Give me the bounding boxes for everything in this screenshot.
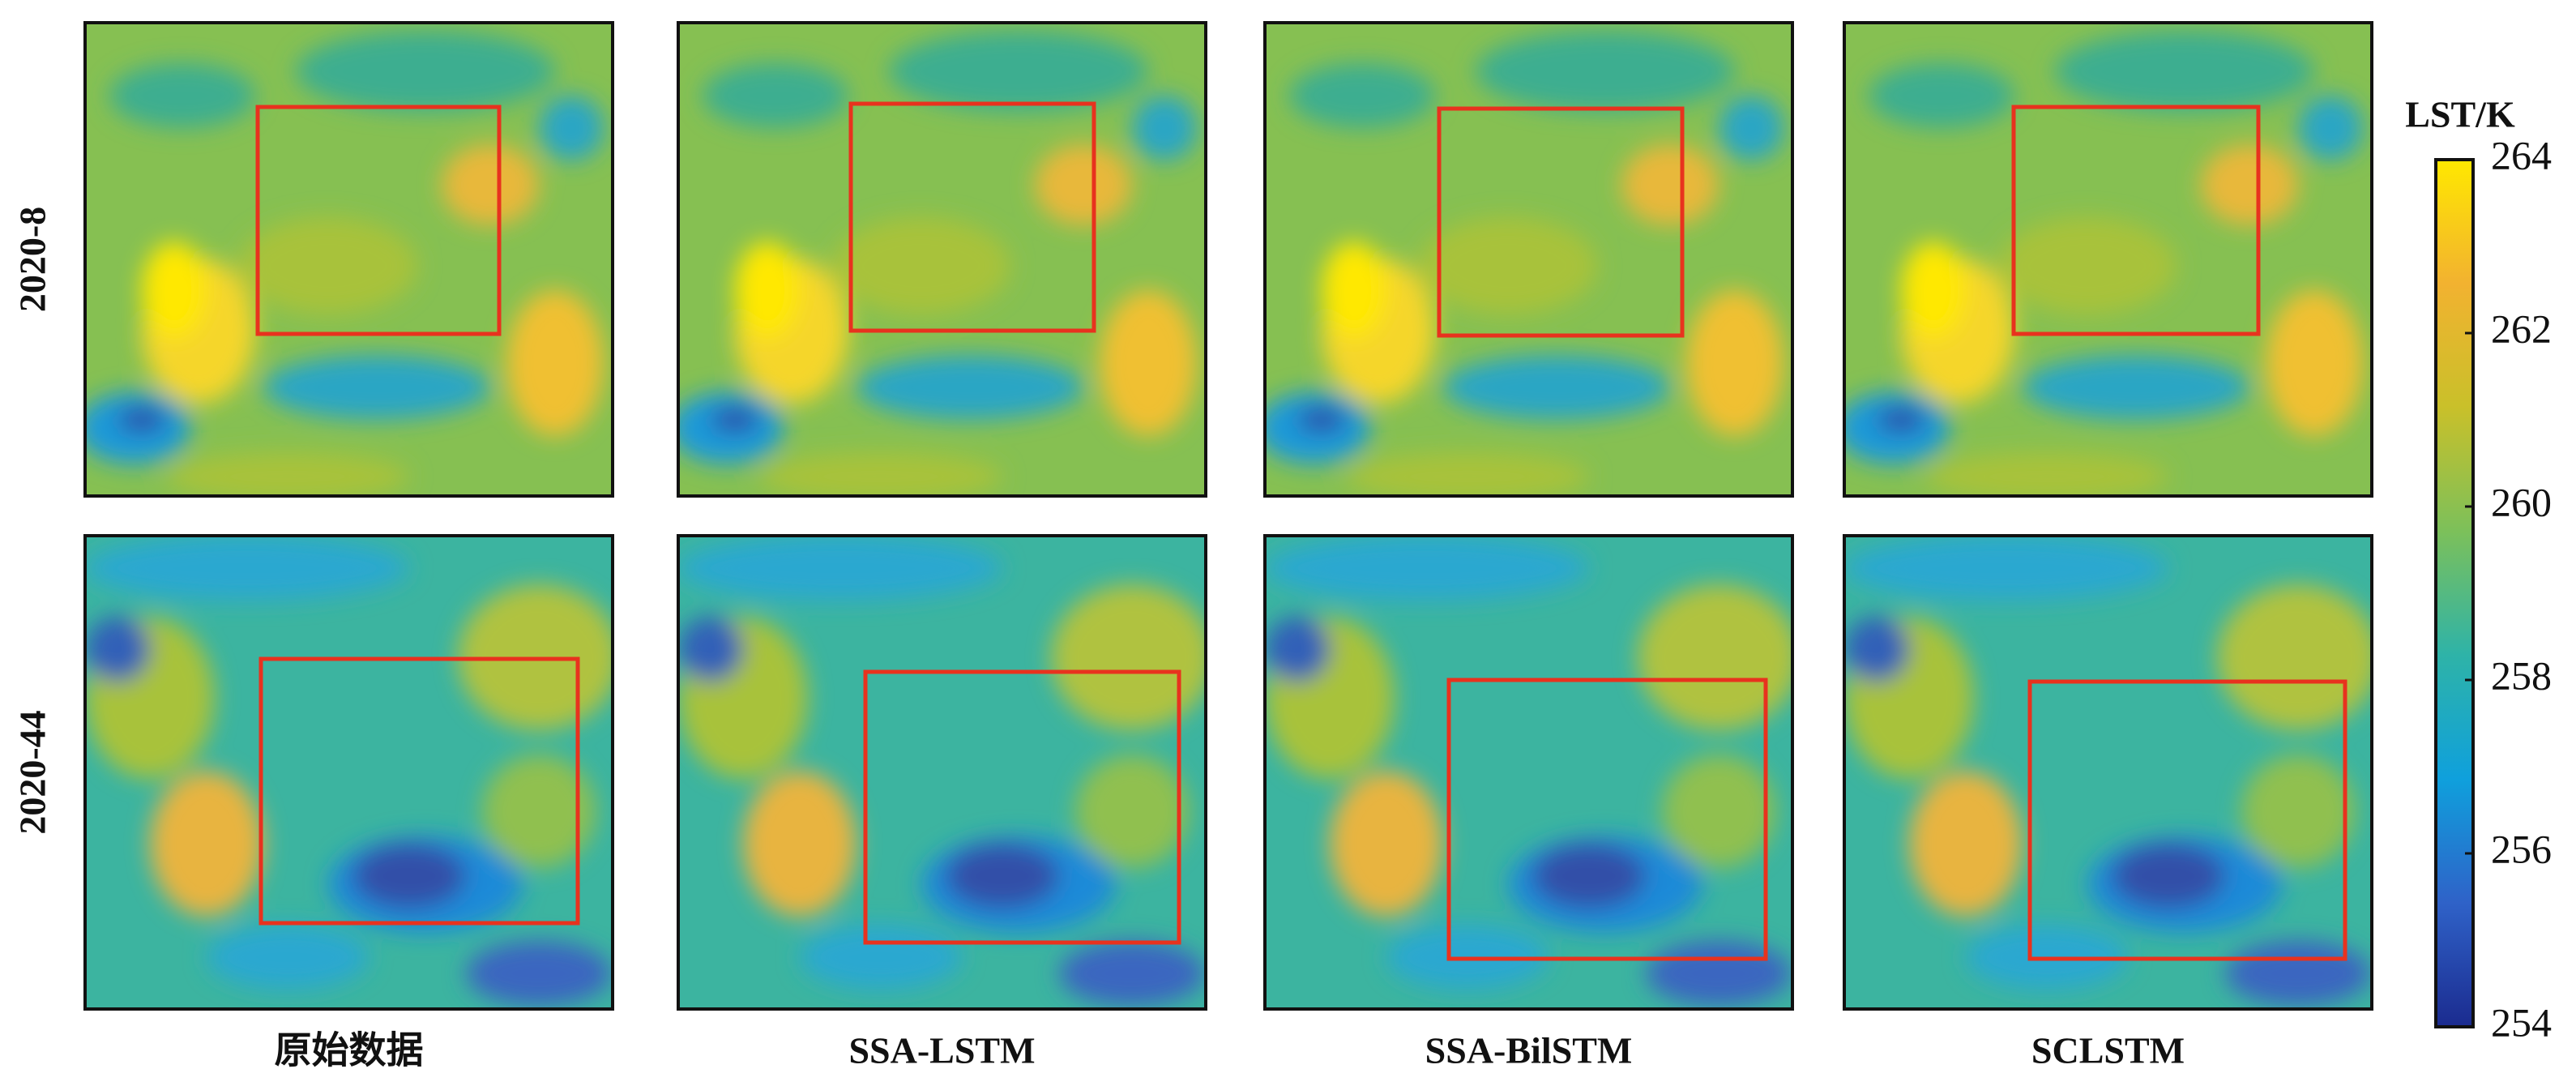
map-panel	[77, 21, 614, 501]
heatmap	[1265, 536, 1800, 1009]
tick-label: 260	[2491, 479, 2552, 524]
colorbar	[2434, 158, 2475, 1028]
tick-label: 254	[2491, 999, 2552, 1045]
highlight-box	[255, 105, 502, 336]
tick-label: 264	[2491, 132, 2552, 177]
column-label: 原始数据	[275, 1030, 424, 1071]
heatmap	[85, 536, 620, 1009]
tick-label: 256	[2491, 826, 2552, 871]
map-panel	[1843, 534, 2379, 1011]
highlight-box	[2011, 105, 2261, 336]
map-panel	[1263, 534, 1800, 1011]
map-panel	[1836, 21, 2373, 501]
colorbar-label: LST/K	[2405, 94, 2515, 135]
row-label: 2020-8	[12, 207, 53, 312]
highlight-box	[1437, 106, 1685, 338]
panel-frame	[1263, 534, 1794, 1011]
panel-frame	[677, 534, 1207, 1011]
highlight-box	[1446, 678, 1768, 961]
heatmap	[1836, 23, 2372, 501]
panel-frame	[83, 21, 614, 498]
panel-frame	[1263, 21, 1794, 498]
highlight-box	[863, 669, 1181, 945]
heatmap	[670, 23, 1206, 501]
heatmap	[1844, 536, 2379, 1009]
highlight-box	[848, 101, 1096, 333]
map-panel	[670, 21, 1207, 501]
map-panel	[677, 534, 1213, 1011]
tick-label: 258	[2491, 652, 2552, 698]
panel-frame	[1843, 21, 2373, 498]
map-panel	[1257, 21, 1794, 501]
panel-frame	[1843, 534, 2373, 1011]
heatmap	[77, 23, 613, 501]
column-label: SSA-BilSTM	[1425, 1030, 1633, 1071]
heatmap	[1257, 23, 1792, 501]
highlight-box	[2027, 679, 2347, 961]
column-label: SCLSTM	[2031, 1030, 2185, 1071]
heatmap	[678, 536, 1213, 1009]
highlight-box	[258, 656, 580, 926]
column-label: SSA-LSTM	[848, 1030, 1035, 1071]
tick-label: 262	[2491, 306, 2552, 351]
panel-frame	[677, 21, 1207, 498]
panel-frame	[83, 534, 614, 1011]
map-panel	[83, 534, 620, 1011]
row-label: 2020-44	[12, 710, 53, 834]
